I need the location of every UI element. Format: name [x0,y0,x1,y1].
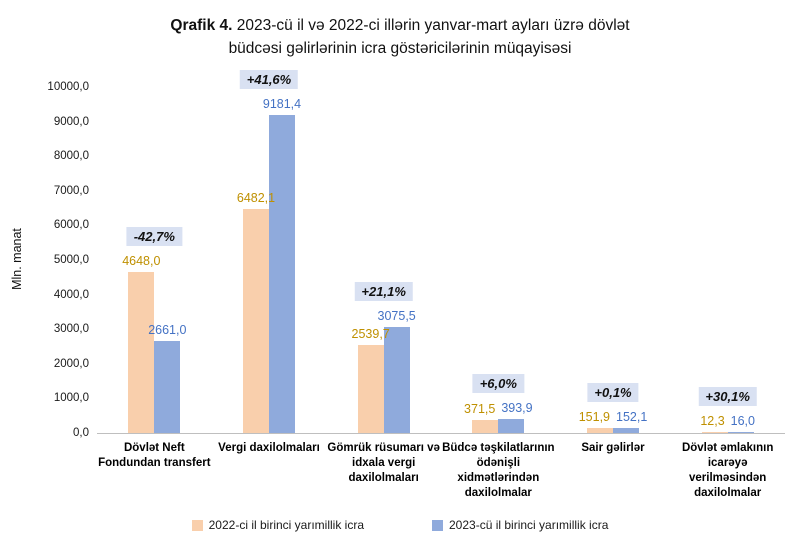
value-label-2023: 2661,0 [148,322,187,337]
legend-swatch-2023 [432,519,443,531]
bar-2022 [701,432,728,433]
legend-item-2022: 2022-ci il birinci yarımillik icra [191,518,364,532]
legend-label-2023: 2023-cü il birinci yarımillik icra [449,518,609,532]
bar-2023 [269,115,295,433]
y-tick-label: 8000,0 [53,150,89,163]
bar-2023 [383,326,410,433]
value-label-2023: 16,0 [730,414,755,428]
y-tick-label: 4000,0 [53,288,89,301]
category-label: Dövlət əmlakının icarəyə verilməsindən d… [681,442,774,499]
change-badge: +41,6% [239,70,299,90]
y-tick-label: 7000,0 [53,184,89,197]
value-label-2022: 4648,0 [122,254,161,269]
bar-2023 [498,419,525,433]
chart-title-line1: 2023-cü il və 2022-ci illərin yanvar-mar… [232,17,630,34]
chart-title: Qrafik 4. 2023-cü il və 2022-ci illərin … [0,14,800,61]
change-badge: +6,0% [472,374,524,394]
x-axis-line [97,433,785,434]
bar-2022 [587,427,613,433]
change-badge: -42,7% [126,227,182,247]
y-tick-label: 10000,0 [47,81,89,93]
y-tick-label: 3000,0 [53,323,89,336]
bar-2022 [472,420,499,433]
value-label-2023: 3075,5 [377,308,416,323]
bar-2022 [357,345,384,433]
value-label-2022: 371,5 [464,402,496,417]
y-tick-label: 1000,0 [53,392,89,405]
value-label-2022: 6482,1 [236,190,276,205]
legend-label-2022: 2022-ci il birinci yarımillik icra [208,518,364,532]
y-tick-label: 6000,0 [53,219,89,232]
y-tick-label: 9000,0 [53,115,89,128]
y-tick-label: 0,0 [73,427,89,439]
change-badge: +30,1% [698,387,757,406]
y-tick-label: 2000,0 [53,357,89,370]
value-label-2022: 151,9 [578,409,610,424]
bar-2023 [727,432,754,433]
value-label-2023: 393,9 [501,401,533,416]
value-label-2022: 2539,7 [351,327,390,342]
category-label: Dövlət Neft Fondundan transfert [98,442,211,469]
chart-title-prefix: Qrafik 4. [170,17,233,34]
legend: 2022-ci il birinci yarımillik icra 2023-… [0,518,800,532]
value-label-2023: 9181,4 [262,97,302,112]
change-badge: +0,1% [587,382,639,402]
category-label: Sair gəlirlər [581,442,645,454]
bar-2023 [154,340,181,433]
bar-2022 [128,272,155,433]
category-label: Vergi daxilolmaları [218,442,320,454]
category-label: Büdcə təşkilatlarının ödənişli xidmətlər… [442,442,555,499]
legend-swatch-2022 [191,519,203,531]
bar-2023 [613,427,639,433]
y-tick-label: 5000,0 [53,254,89,266]
change-badge: +21,1% [354,281,413,301]
category-label: Gömrük rüsumarı və idxala vergi daxilolm… [327,442,440,484]
y-axis-title: Mln. manat [10,228,24,290]
bar-2022 [243,208,269,433]
chart-title-line2: büdcəsi gəlirlərinin icra göstəricilərin… [228,40,572,58]
legend-item-2023: 2023-cü il birinci yarımillik icra [432,518,608,532]
value-label-2023: 152,1 [616,409,648,424]
value-label-2022: 12,3 [700,414,725,428]
